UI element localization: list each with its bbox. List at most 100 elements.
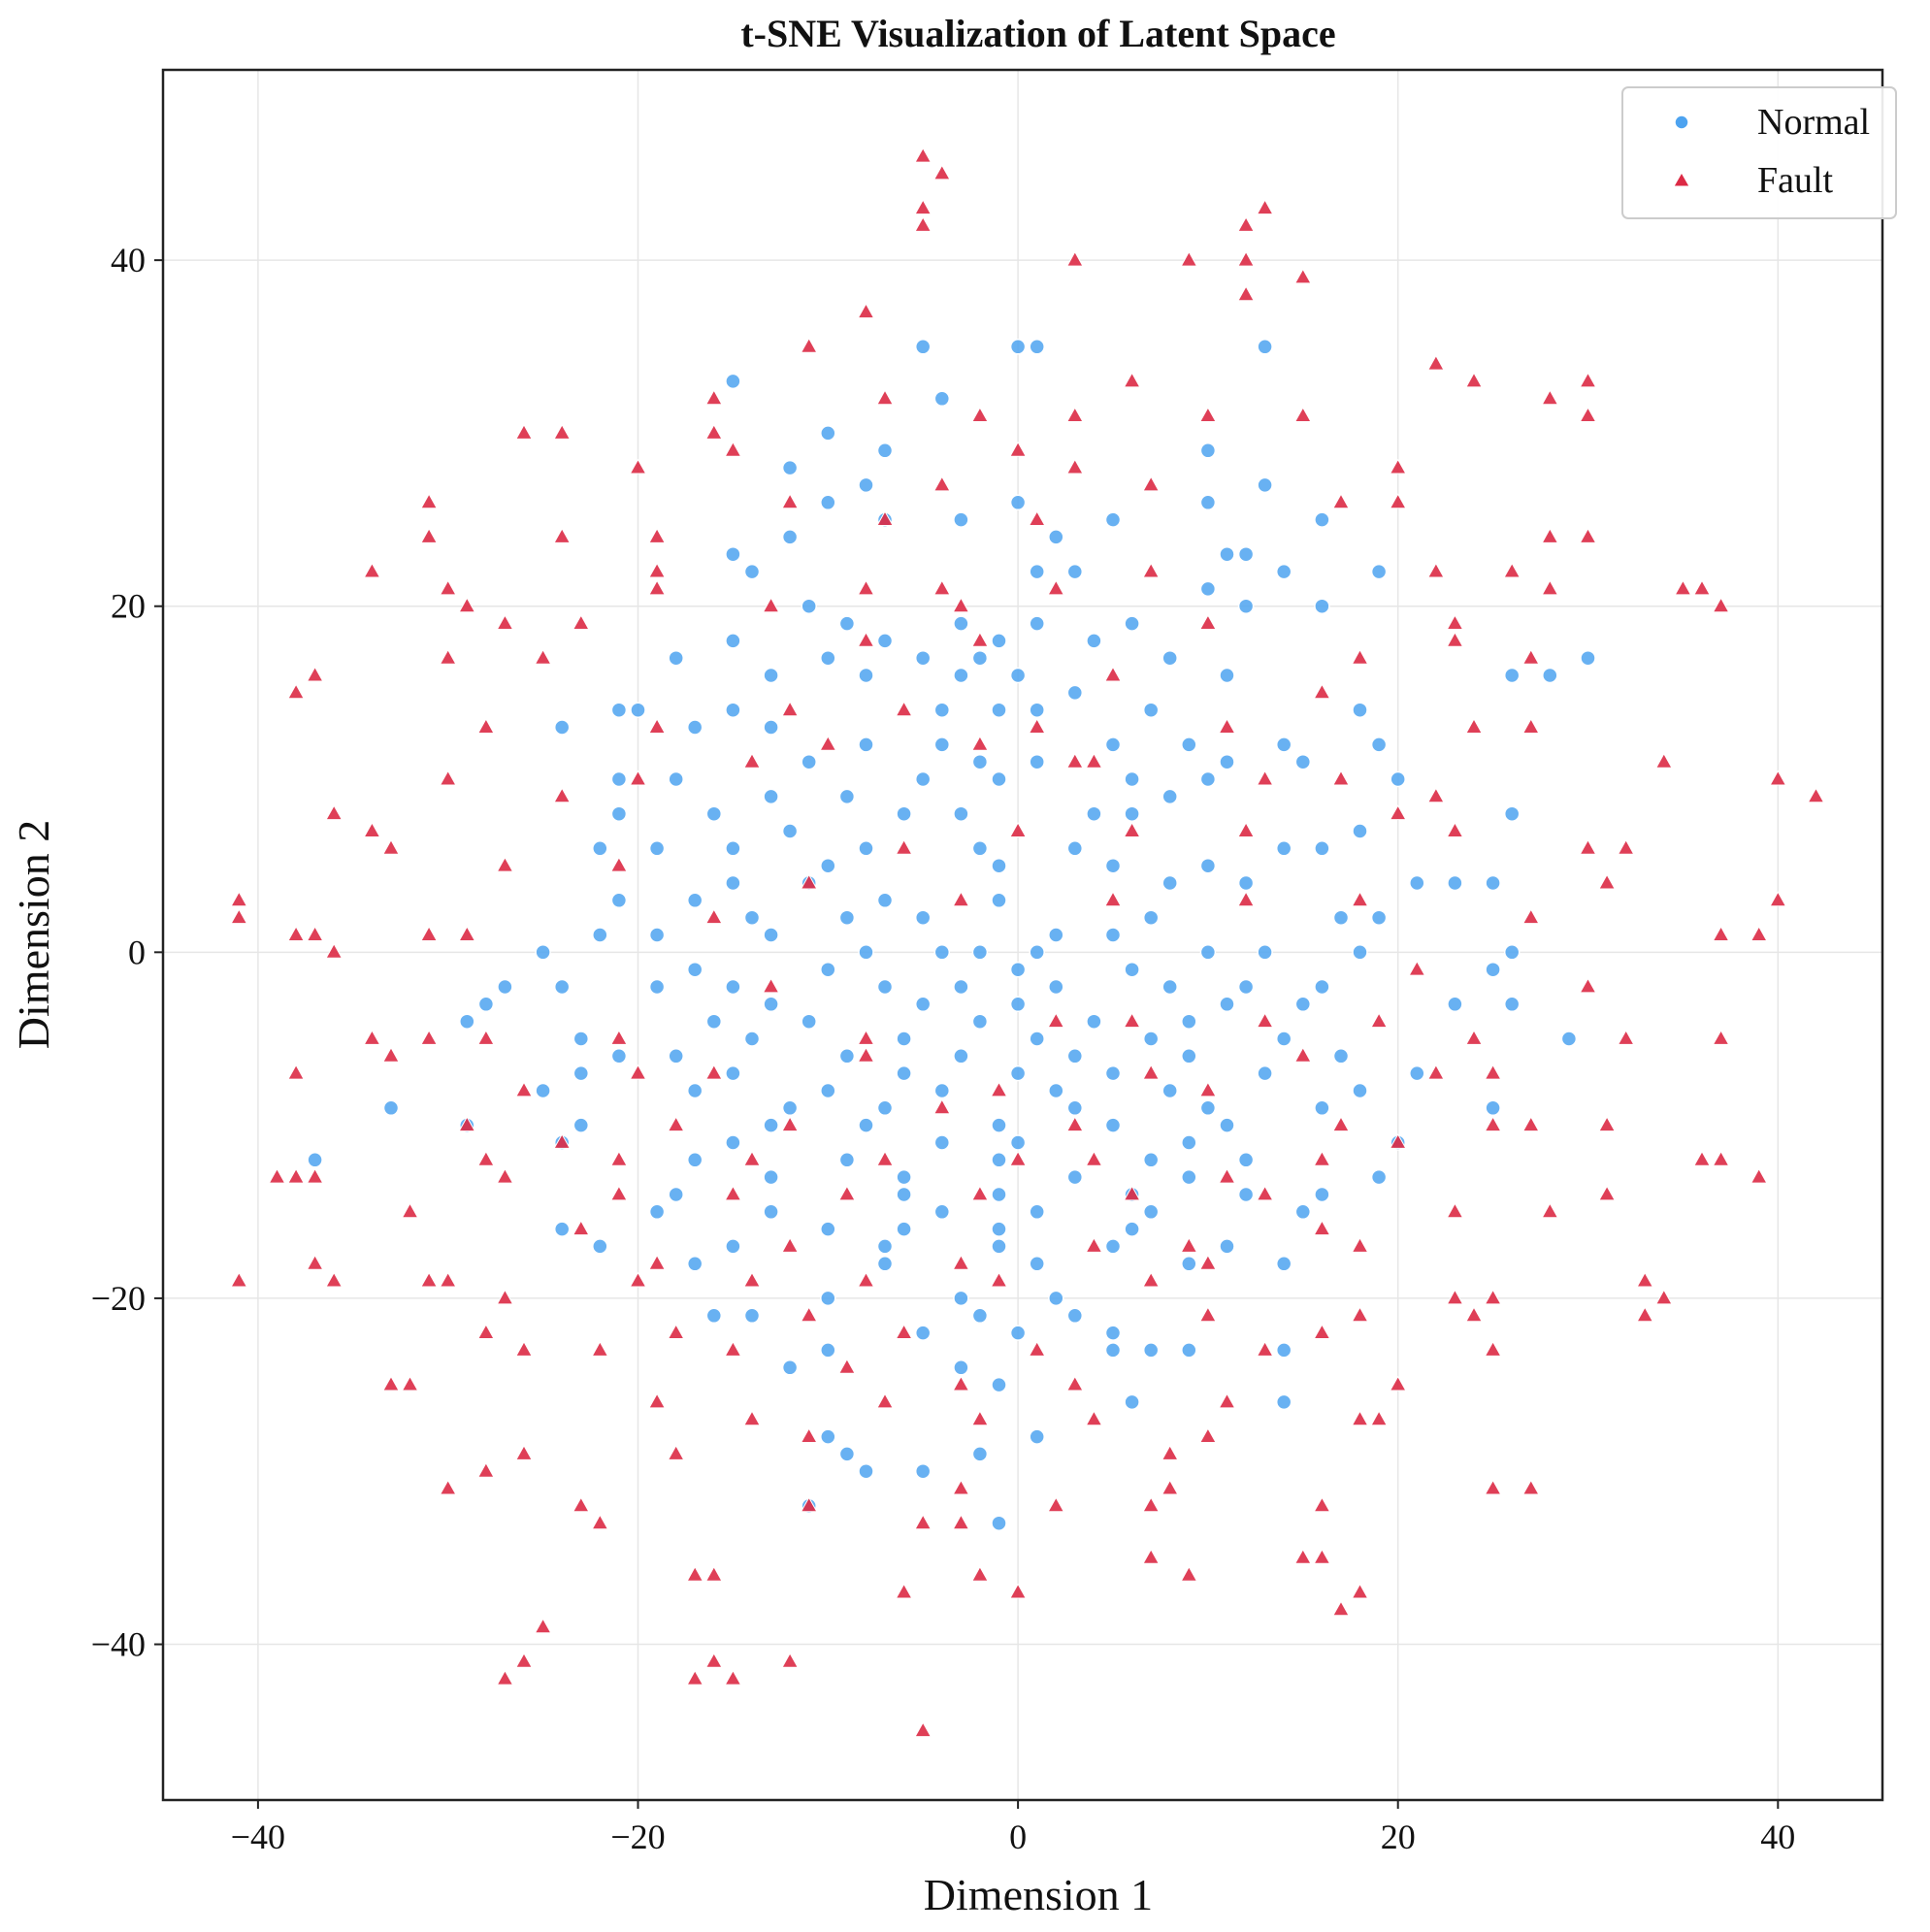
normal-point [876,892,894,909]
fault-point [1237,891,1255,907]
normal-point [1181,737,1197,753]
fault-point [1293,268,1312,284]
normal-point [1199,944,1217,961]
normal-point [858,944,874,961]
x-axis-label: Dimension 1 [924,1870,1153,1919]
fault-point [1389,493,1407,509]
normal-point [477,996,495,1013]
fault-point [1693,579,1711,596]
fault-point [1123,1185,1141,1201]
fault-point [704,1064,723,1080]
normal-point [971,1013,989,1030]
normal-point [686,1256,703,1272]
fault-point [1389,1132,1407,1149]
normal-point [1066,1168,1084,1186]
normal-point [610,892,628,909]
normal-point [1066,684,1084,702]
normal-point [705,1307,723,1325]
fault-point [1750,925,1768,941]
normal-point [1199,442,1217,459]
fault-point [1293,1046,1312,1063]
fault-point [1237,821,1255,837]
normal-point [1294,996,1312,1013]
normal-point [876,1099,894,1117]
normal-point [1275,840,1292,857]
normal-point [1124,961,1140,978]
fault-point [420,1271,439,1288]
fault-point [952,1375,970,1392]
fault-point [1256,1340,1274,1357]
fault-point [1218,1167,1236,1184]
normal-point [648,927,666,943]
fault-point [476,1150,495,1166]
normal-point [858,1462,874,1480]
y-tick-label: 0 [128,933,146,971]
fault-point [1142,1064,1161,1080]
fault-point [704,423,723,440]
fault-point [781,1116,800,1132]
normal-point [1237,1152,1255,1168]
normal-point [1352,823,1368,839]
normal-point [1009,494,1027,511]
normal-point [1580,649,1596,667]
fault-point [496,614,514,630]
fault-point [914,199,932,215]
normal-point [1503,805,1521,822]
normal-point [763,667,779,684]
normal-point [1503,944,1521,961]
fault-point [382,1046,400,1063]
normal-point [953,805,969,822]
normal-point [1257,1064,1273,1082]
fault-point [287,1167,305,1184]
normal-point [1029,944,1045,961]
fault-point [1426,562,1445,578]
normal-point [876,1238,894,1255]
normal-point [1124,770,1140,788]
normal-point [725,874,741,892]
fault-point [1446,1202,1464,1219]
chart-title: t-SNE Visualization of Latent Space [740,12,1335,55]
fault-point [1484,1340,1502,1357]
normal-point [1142,702,1160,718]
normal-point [1257,944,1273,961]
fault-point [629,1271,647,1288]
fault-point [306,1254,324,1270]
fault-point [476,717,495,734]
normal-point [1219,753,1235,770]
normal-point [896,1064,912,1082]
fault-point [1636,1306,1654,1323]
normal-point [1009,667,1027,684]
x-tick-label: 0 [1009,1817,1027,1856]
normal-point [1503,667,1521,684]
normal-point [307,1152,323,1168]
fault-point [1142,1496,1161,1513]
normal-point [648,1203,666,1221]
legend-box [1621,86,1897,219]
normal-point [630,702,646,718]
fault-point [515,1444,533,1460]
normal-point [1314,840,1330,857]
fault-point [629,770,647,786]
normal-point [1009,996,1027,1013]
normal-point [668,1186,684,1203]
fault-point [743,752,761,769]
normal-point [1009,339,1027,355]
fault-point [306,1167,324,1184]
fault-point [1351,648,1369,665]
normal-point [1199,1099,1217,1117]
fault-point [1293,1548,1312,1564]
fault-point [1465,1306,1483,1323]
normal-point [705,1013,723,1030]
normal-point [1161,1082,1178,1099]
normal-point [763,1117,779,1133]
fault-point [1521,648,1540,665]
normal-point [1104,511,1122,528]
normal-point [971,753,989,770]
fault-point [439,648,457,665]
fault-point [1161,1479,1179,1495]
normal-point [725,633,741,649]
normal-point [1219,1238,1235,1255]
normal-point [971,944,989,961]
fault-point [762,977,780,994]
